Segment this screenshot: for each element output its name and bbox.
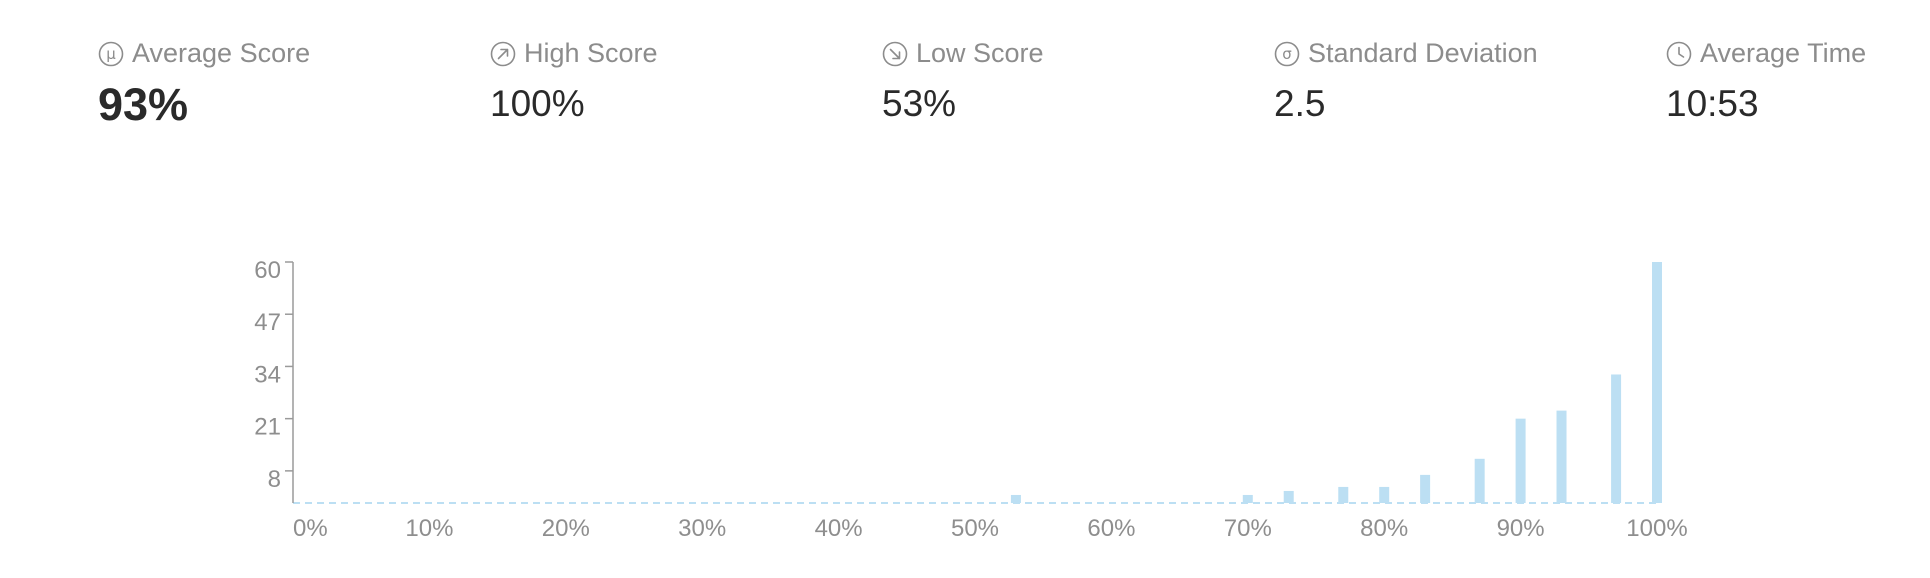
stat-average-score: μ Average Score 93%	[98, 38, 310, 131]
x-tick-label: 20%	[542, 515, 590, 542]
bar	[1379, 486, 1390, 503]
sigma-icon: σ	[1274, 41, 1300, 66]
stat-value: 100%	[490, 83, 585, 124]
x-tick-label: 30%	[678, 515, 726, 542]
y-tick-label: 34	[254, 361, 281, 388]
stat-value: 2.5	[1274, 83, 1326, 124]
y-tick-label: 60	[254, 257, 281, 284]
stat-label: Average Score	[132, 38, 311, 68]
bar	[1556, 410, 1567, 503]
y-tick-label: 8	[268, 466, 281, 493]
x-tick-label: 70%	[1224, 515, 1272, 542]
bar	[1611, 374, 1622, 503]
stat-label: Low Score	[916, 38, 1044, 68]
stat-label: Standard Deviation	[1308, 38, 1538, 68]
stats-summary: μ Average Score 93% High Score 100% Low …	[0, 0, 1930, 160]
x-tick-label: 10%	[405, 515, 453, 542]
x-tick-label: 0%	[293, 515, 328, 542]
x-tick-label: 90%	[1497, 515, 1545, 542]
bar	[1338, 486, 1349, 503]
stat-label: High Score	[524, 38, 658, 68]
arrow-down-right-icon	[882, 41, 908, 66]
x-tick-label: 40%	[815, 515, 863, 542]
y-tick-label: 47	[254, 309, 281, 336]
stat-value: 10:53	[1666, 83, 1759, 124]
x-tick-label: 100%	[1626, 515, 1687, 542]
clock-icon	[1666, 41, 1692, 66]
stat-standard-deviation: σ Standard Deviation 2.5	[1274, 38, 1538, 125]
svg-text:σ: σ	[1282, 45, 1292, 63]
bar	[1420, 474, 1431, 503]
x-tick-label: 60%	[1087, 515, 1135, 542]
stat-average-time: Average Time 10:53	[1666, 38, 1866, 125]
arrow-up-right-icon	[490, 41, 516, 66]
stat-value: 93%	[98, 79, 189, 130]
bar	[1515, 418, 1526, 503]
x-tick-label: 80%	[1360, 515, 1408, 542]
bar	[1652, 262, 1662, 503]
svg-text:μ: μ	[106, 45, 116, 63]
bar	[1010, 494, 1021, 503]
stat-high-score: High Score 100%	[490, 38, 658, 125]
x-tick-label: 50%	[951, 515, 999, 542]
bar	[1283, 490, 1294, 503]
bar	[1474, 458, 1485, 503]
stat-value: 53%	[882, 83, 957, 124]
mu-icon: μ	[98, 41, 124, 66]
bar	[1242, 494, 1253, 503]
stat-label: Average Time	[1700, 38, 1867, 68]
y-tick-label: 21	[254, 414, 281, 441]
stat-low-score: Low Score 53%	[882, 38, 1044, 125]
